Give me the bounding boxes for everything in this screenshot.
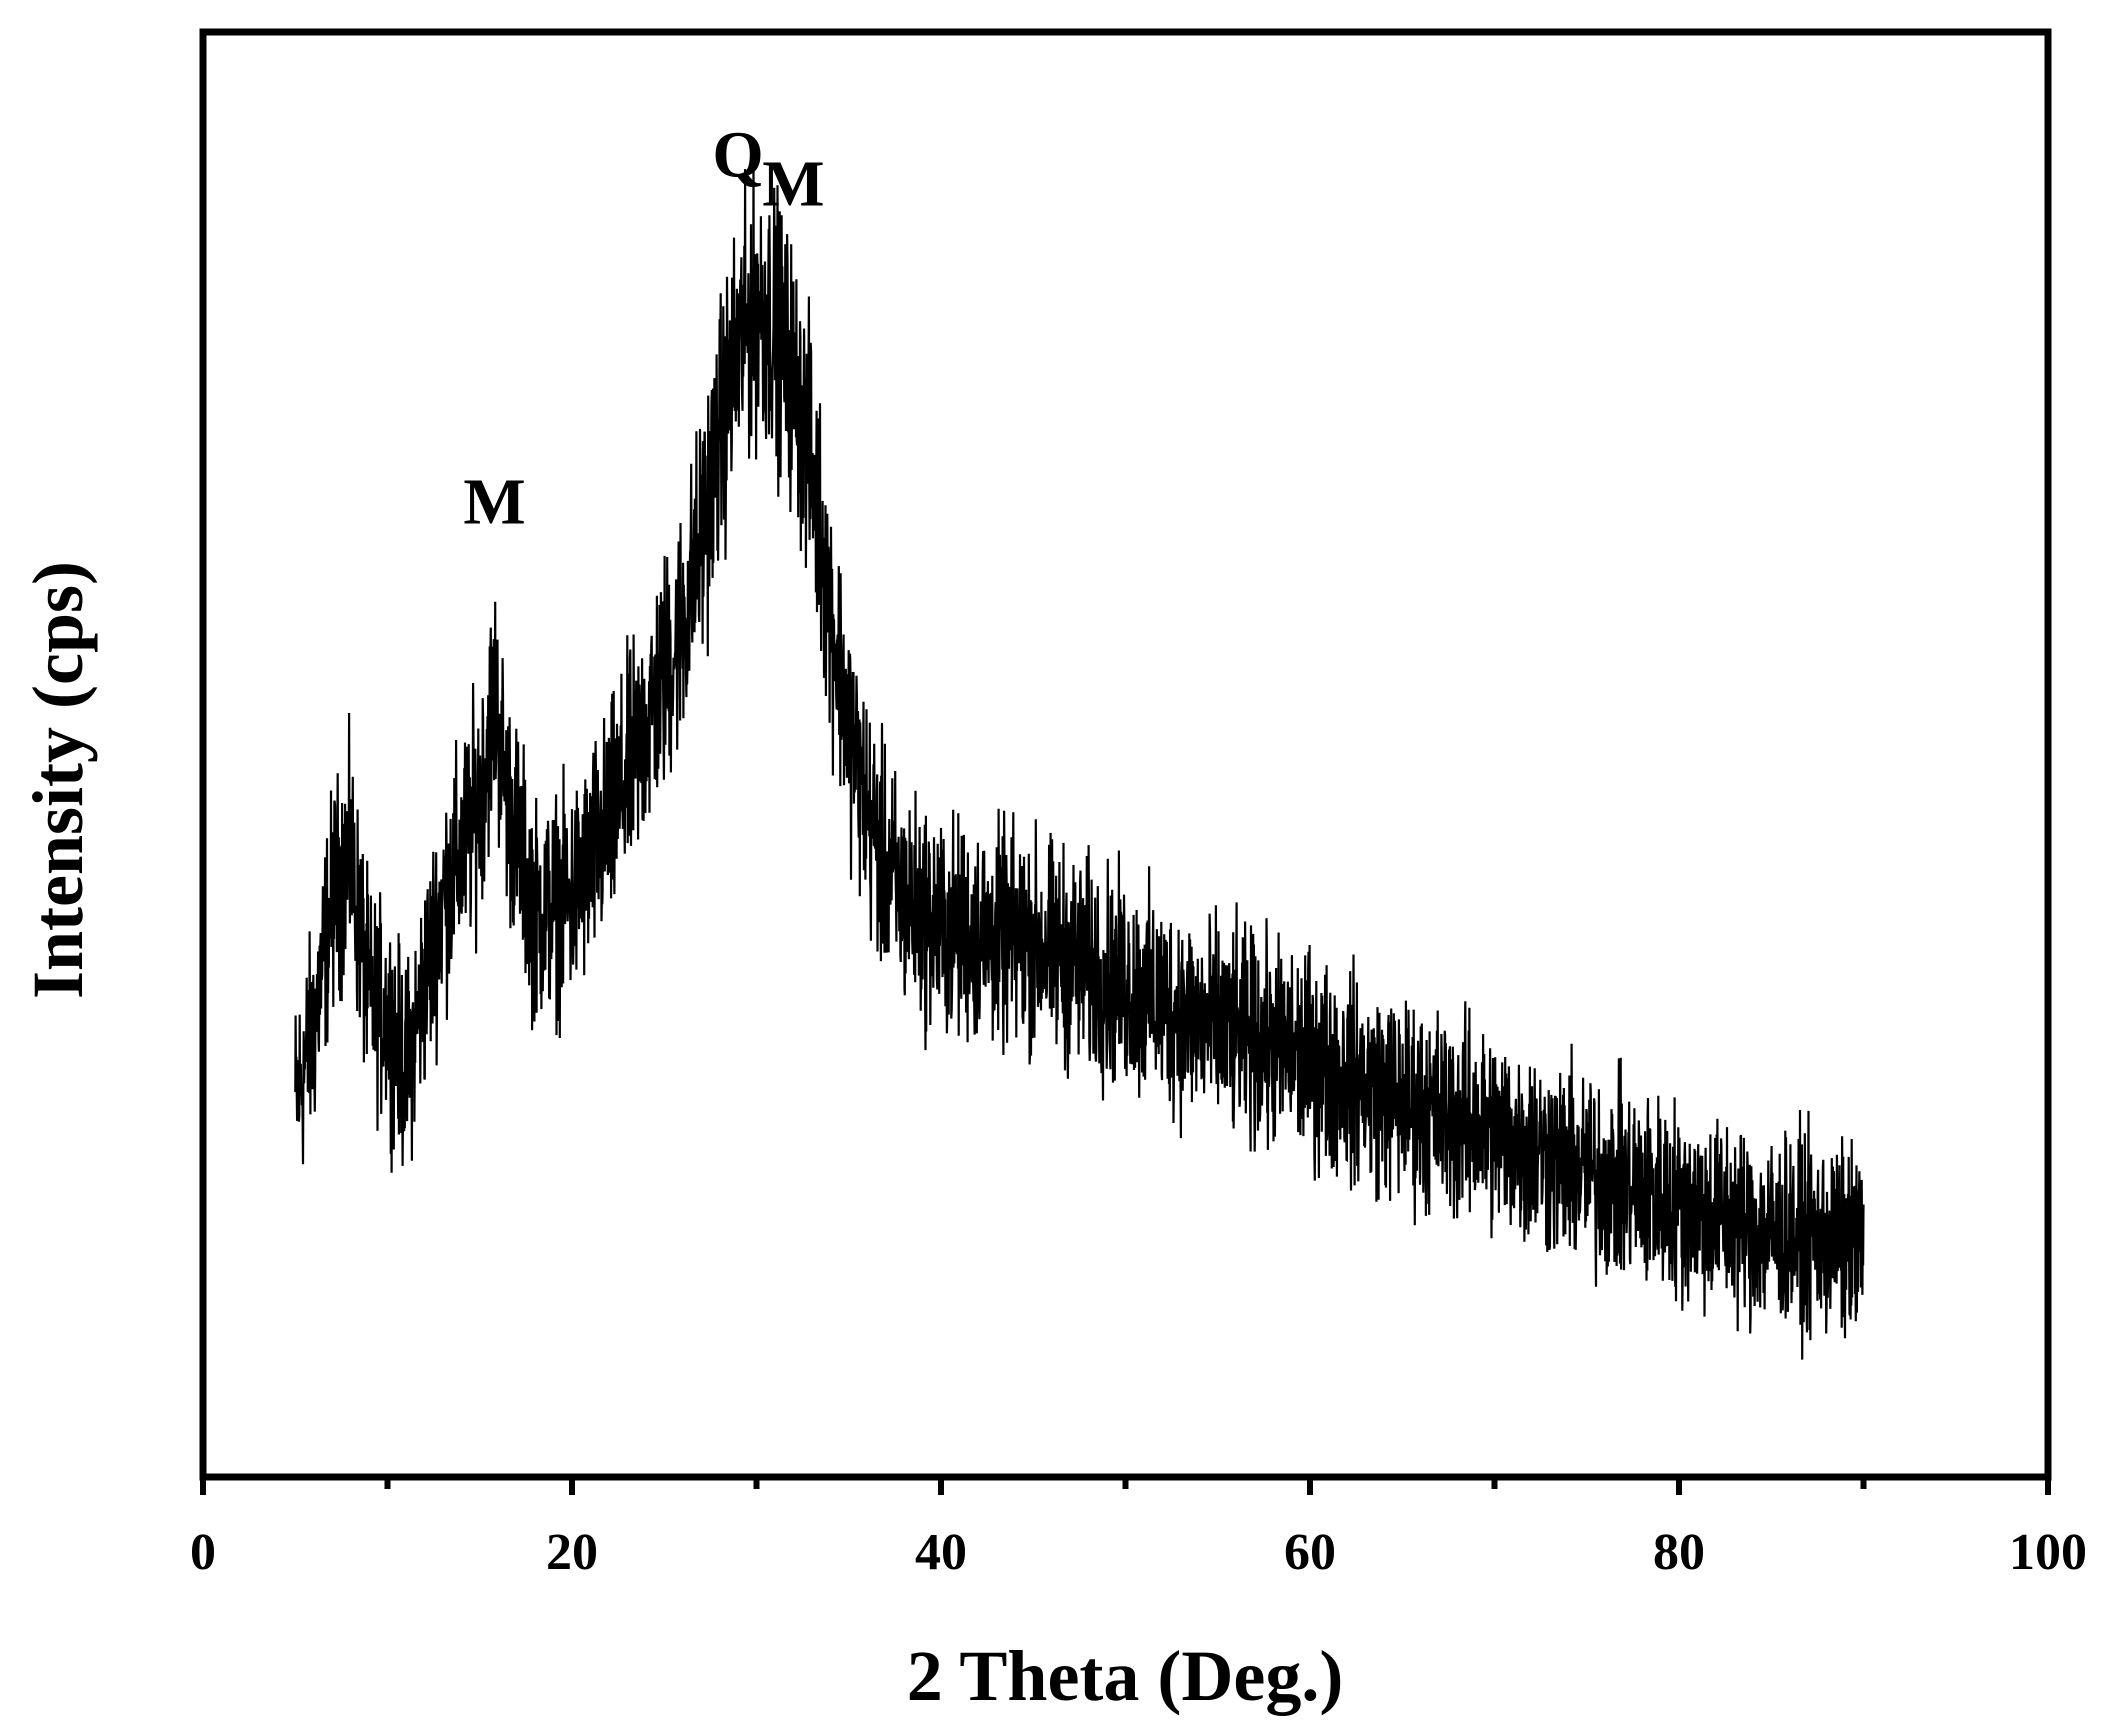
peak-label: Q [712,119,763,192]
x-tick-label: 60 [1284,1524,1336,1581]
series-layer [294,155,1865,1360]
x-axis-ticks: 0 20 40 60 80 100 [190,1477,2087,1581]
y-axis-label: Intensity (cps) [18,561,98,999]
plot-frame [199,28,2052,1481]
x-tick-label: 100 [2009,1524,2087,1581]
x-tick-label: 0 [190,1524,216,1581]
x-axis-label: 2 Theta (Deg.) [907,1636,1344,1716]
xrd-trace [294,155,1865,1360]
x-tick-label: 40 [915,1524,967,1581]
peak-label: M [762,147,824,220]
x-tick-label: 80 [1653,1524,1705,1581]
peak-label: M [463,465,525,538]
peak-annotations: MQM [463,119,824,539]
x-tick-label: 20 [546,1524,598,1581]
